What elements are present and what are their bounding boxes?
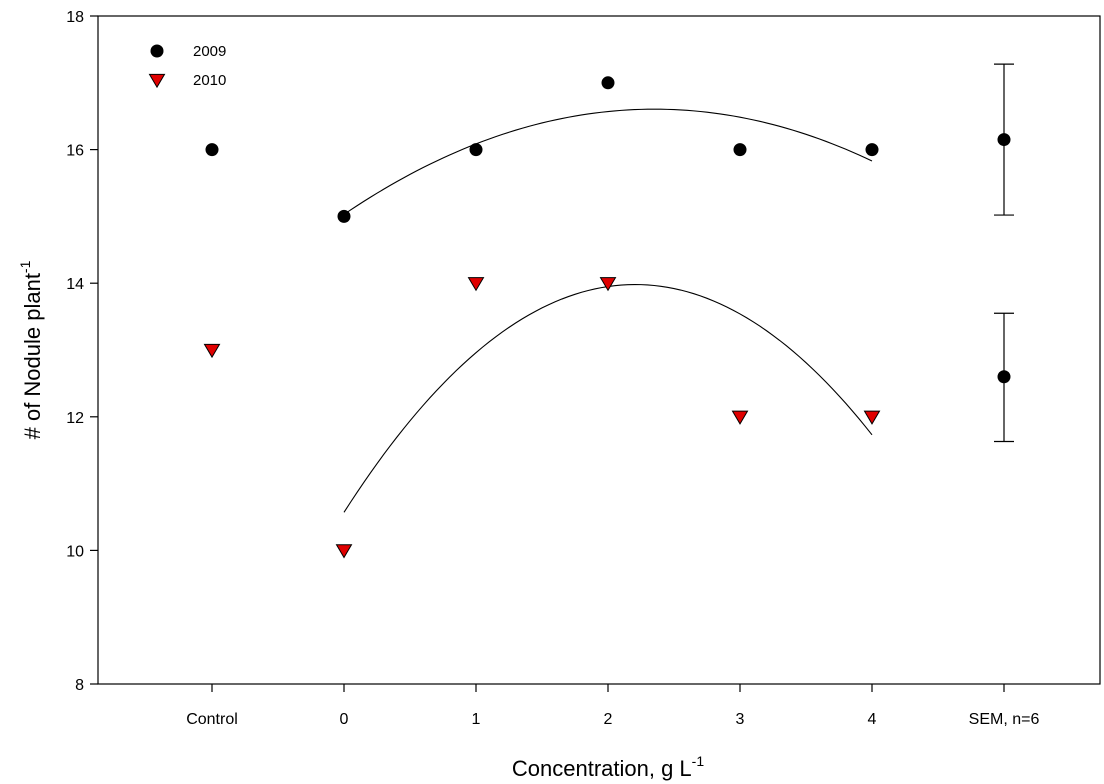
legend-marker-2009 — [150, 44, 164, 58]
y-tick-label: 16 — [66, 143, 84, 160]
y-tick-label: 18 — [66, 9, 84, 26]
y-tick-label: 8 — [75, 677, 84, 694]
x-axis-title-superscript: -1 — [692, 753, 705, 769]
x-tick-label: SEM, n=6 — [969, 711, 1040, 728]
y-axis-title-superscript: -1 — [17, 260, 33, 273]
data-point-2009 — [337, 209, 351, 223]
data-point-2010 — [731, 410, 749, 425]
data-point-2009 — [469, 143, 483, 157]
fit-curve — [343, 108, 873, 215]
x-tick-label: 1 — [472, 711, 481, 728]
fit-curve — [343, 283, 873, 513]
data-point-2010 — [863, 410, 881, 425]
y-tick-label: 10 — [66, 543, 84, 560]
data-points — [203, 76, 881, 559]
y-axis-title: # of Nodule plant-1 — [17, 260, 45, 439]
fit-curves — [343, 108, 873, 513]
legend-label-2010: 2010 — [193, 72, 226, 89]
error-bar-point — [997, 370, 1011, 384]
x-tick-label: 4 — [868, 711, 877, 728]
data-point-2009 — [205, 143, 219, 157]
legend: 2009 2010 — [148, 43, 226, 89]
x-axis-title: Concentration, g L-1 — [512, 753, 704, 781]
x-tick-label: 0 — [340, 711, 349, 728]
y-axis-title-text: # of Nodule plant — [20, 273, 45, 439]
data-point-2010 — [203, 343, 221, 359]
axis-titles: Concentration, g L-1 # of Nodule plant-1 — [17, 260, 704, 781]
x-axis-title-text: Concentration, g L — [512, 756, 692, 781]
data-point-2010 — [599, 277, 617, 292]
data-point-2009 — [733, 143, 747, 157]
y-tick-label: 12 — [66, 410, 84, 427]
error-bar-point — [997, 133, 1011, 147]
y-tick-label: 14 — [66, 276, 84, 293]
data-point-2009 — [601, 76, 615, 90]
x-tick-label: Control — [186, 711, 238, 728]
legend-marker-2010 — [148, 73, 166, 89]
legend-label-2009: 2009 — [193, 43, 226, 60]
data-point-2010 — [335, 544, 353, 559]
data-point-2010 — [467, 277, 485, 292]
x-tick-label: 2 — [604, 711, 613, 728]
x-tick-label: 3 — [736, 711, 745, 728]
plot-frame — [97, 15, 1101, 685]
data-point-2009 — [865, 143, 879, 157]
error-bars — [994, 63, 1014, 443]
